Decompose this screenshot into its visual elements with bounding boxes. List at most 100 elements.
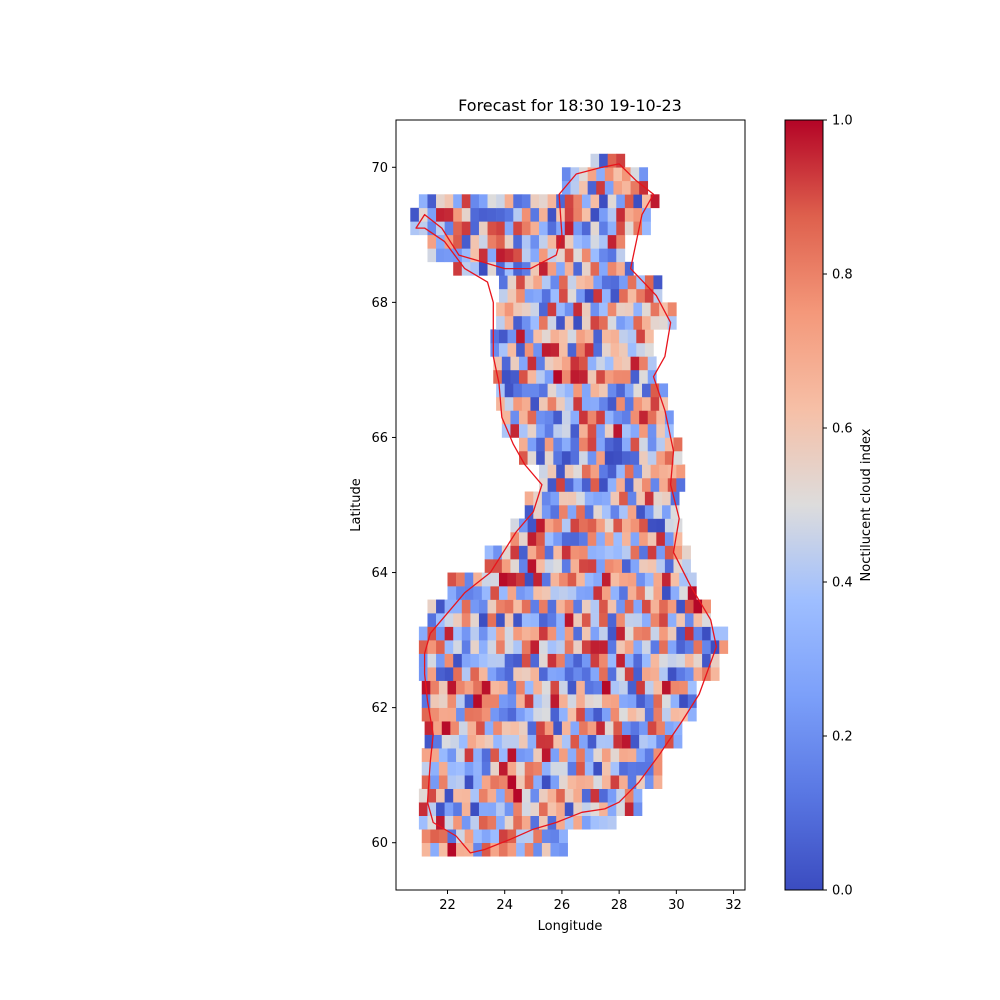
- heatmap-cell: [521, 207, 531, 222]
- heatmap-cell: [547, 396, 557, 411]
- heatmap-cell: [607, 261, 617, 276]
- heatmap-cell: [607, 788, 617, 803]
- heatmap-cell: [510, 734, 520, 749]
- heatmap-cell: [587, 437, 597, 452]
- heatmap-cell: [599, 613, 608, 627]
- heatmap-cell: [510, 559, 520, 573]
- heatmap-cell: [561, 423, 571, 438]
- heatmap-cell: [630, 721, 640, 735]
- heatmap-cell: [642, 667, 651, 681]
- heatmap-cell: [633, 302, 643, 317]
- heatmap-cell: [604, 167, 614, 182]
- heatmap-cell: [519, 437, 528, 452]
- heatmap-cell: [647, 410, 657, 425]
- heatmap-cell: [647, 437, 657, 452]
- heatmap-cell: [436, 221, 445, 236]
- heatmap-cell: [621, 410, 631, 425]
- heatmap-cell: [556, 788, 566, 803]
- heatmap-cell: [613, 734, 623, 749]
- heatmap-cell: [616, 667, 626, 681]
- heatmap-cell: [584, 329, 594, 344]
- heatmap-cell: [487, 788, 497, 803]
- heatmap-cell: [604, 518, 614, 533]
- y-axis-label: Latitude: [349, 478, 364, 532]
- heatmap-cell: [579, 410, 588, 425]
- heatmap-cell: [498, 572, 508, 587]
- heatmap-cell: [504, 613, 514, 627]
- heatmap-cell: [421, 761, 431, 776]
- heatmap-cell: [504, 302, 514, 317]
- heatmap-cell: [656, 410, 666, 425]
- heatmap-cell: [684, 640, 694, 654]
- heatmap-cell: [567, 505, 577, 519]
- heatmap-cell: [501, 721, 511, 735]
- heatmap-cell: [536, 450, 546, 465]
- heatmap-cell: [710, 640, 720, 654]
- heatmap-cell: [584, 707, 594, 722]
- heatmap-cell: [604, 545, 614, 560]
- heatmap-cell: [653, 505, 663, 519]
- heatmap-cell: [564, 667, 574, 681]
- heatmap-cell: [667, 640, 677, 654]
- heatmap-cell: [539, 261, 548, 276]
- heatmap-cell: [670, 707, 680, 722]
- heatmap-cell: [621, 369, 631, 384]
- heatmap-cell: [541, 329, 551, 344]
- heatmap-cell: [570, 423, 580, 438]
- heatmap-cell: [596, 734, 606, 749]
- heatmap-cell: [496, 315, 505, 330]
- heatmap-cell: [553, 532, 563, 546]
- heatmap-cell: [527, 734, 537, 749]
- heatmap-cell: [418, 653, 428, 668]
- heatmap-cell: [564, 802, 574, 816]
- heatmap-cell: [679, 586, 689, 600]
- heatmap-cell: [702, 640, 711, 654]
- y-tick-label: 66: [371, 431, 388, 446]
- heatmap-cell: [604, 532, 614, 546]
- heatmap-cell: [547, 653, 557, 668]
- heatmap-cell: [644, 586, 654, 600]
- heatmap-cell: [447, 586, 457, 600]
- colorbar-tick-label: 0.6: [832, 422, 853, 437]
- heatmap-cell: [710, 653, 720, 668]
- heatmap-cell: [599, 599, 608, 614]
- heatmap-cell: [573, 477, 583, 492]
- heatmap-cell: [447, 694, 457, 708]
- heatmap-cell: [418, 815, 428, 830]
- heatmap-cell: [702, 626, 711, 641]
- heatmap-cell: [650, 194, 660, 209]
- heatmap-cell: [573, 315, 583, 330]
- heatmap-cell: [507, 275, 517, 290]
- heatmap-cell: [559, 288, 568, 303]
- heatmap-cell: [653, 707, 663, 722]
- heatmap-cell: [642, 477, 651, 492]
- heatmap-cell: [584, 491, 594, 506]
- heatmap-cell: [664, 450, 674, 465]
- heatmap-cell: [633, 221, 643, 236]
- heatmap-cell: [676, 613, 686, 627]
- heatmap-cell: [498, 775, 508, 789]
- heatmap-cell: [504, 248, 514, 263]
- heatmap-cell: [607, 396, 617, 411]
- heatmap-cell: [579, 437, 588, 452]
- heatmap-cell: [702, 613, 711, 627]
- heatmap-cell: [533, 748, 543, 762]
- heatmap-cell: [470, 207, 480, 222]
- heatmap-cell: [604, 437, 614, 452]
- heatmap-cell: [644, 491, 654, 506]
- heatmap-cell: [650, 653, 660, 668]
- heatmap-cell: [427, 221, 437, 236]
- heatmap-cell: [662, 694, 671, 708]
- heatmap-cell: [438, 761, 448, 776]
- heatmap-cell: [679, 572, 689, 587]
- heatmap-cell: [636, 680, 646, 695]
- heatmap-cell: [619, 329, 629, 344]
- heatmap-cell: [550, 505, 560, 519]
- heatmap-cell: [461, 667, 471, 681]
- heatmap-cell: [610, 694, 620, 708]
- heatmap-cell: [427, 653, 437, 668]
- heatmap-cell: [596, 180, 606, 195]
- heatmap-cell: [590, 234, 600, 249]
- heatmap-cell: [590, 302, 600, 317]
- heatmap-cell: [436, 234, 445, 249]
